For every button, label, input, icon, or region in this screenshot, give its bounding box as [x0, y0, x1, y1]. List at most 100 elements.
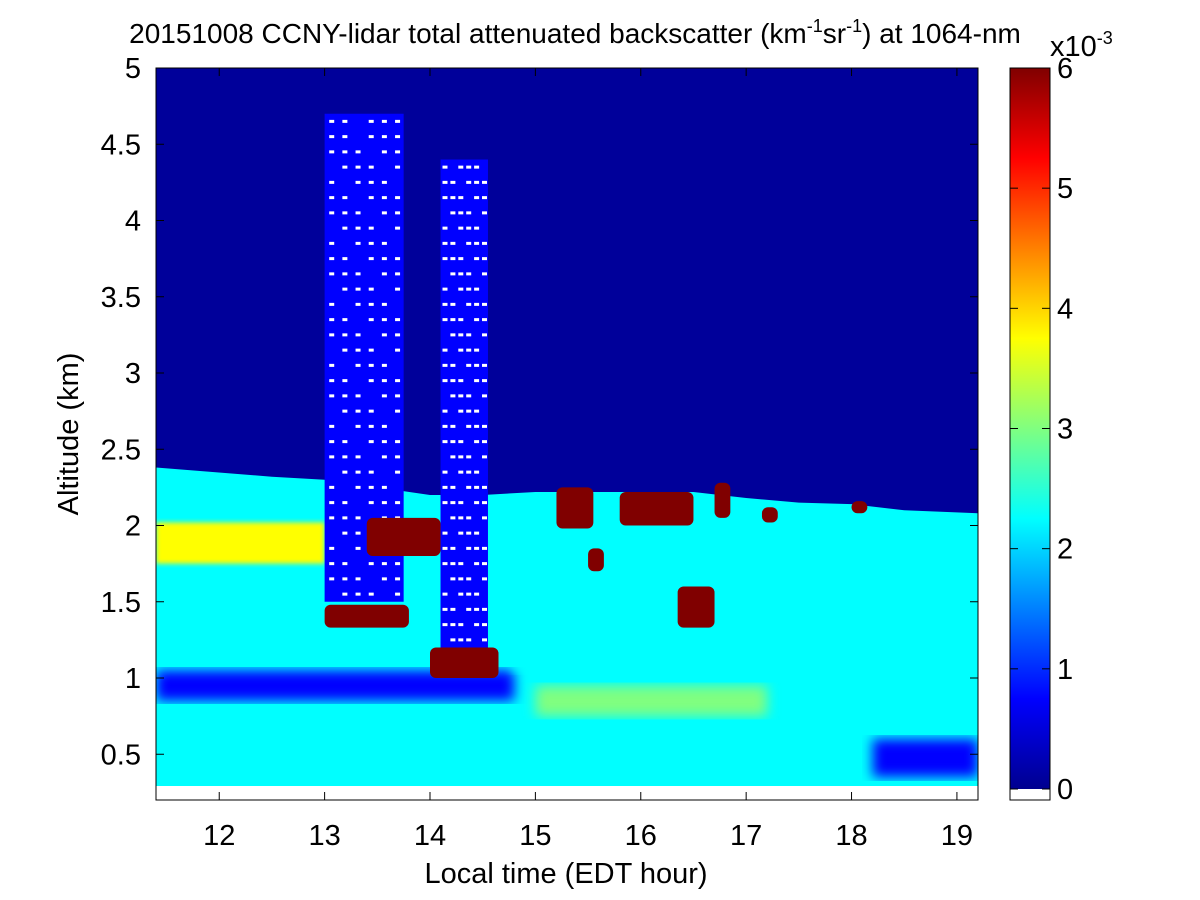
missing-speckle: [466, 409, 472, 413]
plot-area: [156, 68, 978, 786]
missing-speckle: [442, 607, 448, 611]
no-data-strip: [156, 786, 978, 800]
missing-speckle: [466, 485, 472, 489]
missing-speckle: [342, 333, 348, 337]
missing-speckle: [329, 516, 335, 520]
missing-speckle: [466, 180, 472, 184]
missing-speckle: [381, 424, 387, 428]
missing-speckle: [355, 348, 361, 352]
missing-speckle: [474, 485, 480, 489]
missing-speckle: [466, 394, 472, 398]
missing-speckle: [442, 379, 448, 383]
missing-speckle: [474, 531, 480, 535]
missing-speckle: [342, 455, 348, 459]
missing-speckle: [458, 531, 464, 535]
missing-speckle: [329, 150, 335, 154]
missing-speckle: [482, 562, 488, 566]
missing-speckle: [474, 363, 480, 367]
missing-speckle: [482, 241, 488, 245]
missing-speckle: [474, 226, 480, 230]
missing-speckle: [342, 379, 348, 383]
missing-speckle: [442, 470, 448, 474]
missing-speckle: [368, 318, 374, 322]
missing-speckle: [381, 211, 387, 215]
cloud-patch: [366, 517, 441, 556]
missing-speckle: [355, 546, 361, 550]
missing-speckle: [368, 409, 374, 413]
missing-speckle: [395, 119, 401, 123]
missing-speckle: [482, 455, 488, 459]
missing-speckle: [474, 546, 480, 550]
aerosol-band: [872, 739, 978, 778]
missing-speckle: [368, 363, 374, 367]
missing-speckle: [474, 409, 480, 413]
missing-speckle: [482, 623, 488, 627]
missing-speckle: [442, 348, 448, 352]
missing-speckle: [342, 135, 348, 139]
plot-frame: [155, 67, 979, 801]
cloud-patch: [851, 501, 868, 514]
missing-speckle: [395, 501, 401, 505]
missing-speckle: [466, 470, 472, 474]
missing-speckle: [466, 424, 472, 428]
cloud-patch: [714, 482, 731, 518]
y-tick-label: 3: [125, 358, 141, 390]
cloud-patch: [430, 647, 499, 678]
missing-speckle: [466, 348, 472, 352]
colorbar-frame: [1009, 67, 1051, 801]
missing-speckle: [450, 394, 456, 398]
missing-speckle: [458, 318, 464, 322]
missing-speckle: [482, 501, 488, 505]
missing-speckle: [474, 379, 480, 383]
colorbar-tick-label: 4: [1057, 293, 1073, 325]
missing-speckle: [395, 257, 401, 261]
missing-speckle: [395, 455, 401, 459]
missing-speckle: [368, 501, 374, 505]
missing-speckle: [474, 287, 480, 291]
missing-speckle: [482, 318, 488, 322]
missing-speckle: [342, 577, 348, 581]
missing-speckle: [368, 196, 374, 200]
missing-speckle: [395, 409, 401, 413]
missing-speckle: [482, 485, 488, 489]
missing-speckle: [450, 211, 456, 215]
missing-speckle: [342, 211, 348, 215]
colorbar-tick-label: 5: [1057, 173, 1073, 205]
missing-speckle: [466, 607, 472, 611]
missing-speckle: [442, 562, 448, 566]
missing-speckle: [355, 516, 361, 520]
missing-speckle: [395, 440, 401, 444]
missing-speckle: [395, 379, 401, 383]
missing-speckle: [368, 379, 374, 383]
missing-speckle: [466, 165, 472, 169]
missing-speckle: [381, 272, 387, 276]
missing-speckle: [329, 257, 335, 261]
missing-speckle: [450, 440, 456, 444]
missing-speckle: [474, 470, 480, 474]
missing-speckle: [466, 226, 472, 230]
missing-speckle: [458, 348, 464, 352]
x-tick-label: 14: [414, 820, 446, 852]
missing-speckle: [329, 501, 335, 505]
missing-speckle: [381, 394, 387, 398]
y-tick-label: 0.5: [101, 739, 141, 771]
missing-speckle: [482, 424, 488, 428]
missing-speckle: [355, 287, 361, 291]
missing-speckle: [329, 424, 335, 428]
missing-speckle: [482, 516, 488, 520]
missing-speckle: [342, 287, 348, 291]
y-tick-label: 3.5: [101, 282, 141, 314]
missing-speckle: [466, 211, 472, 215]
missing-speckle: [381, 196, 387, 200]
colorbar-ticks: 0 1 2 3 4 5 6: [1010, 53, 1073, 806]
missing-speckle: [342, 562, 348, 566]
missing-speckle: [355, 302, 361, 306]
missing-speckle: [355, 165, 361, 169]
x-tick-label: 15: [519, 820, 551, 852]
chart-title: 20151008 CCNY-lidar total attenuated bac…: [129, 16, 1021, 49]
missing-speckle: [355, 592, 361, 596]
y-tick-label: 1: [125, 663, 141, 695]
missing-speckle: [329, 546, 335, 550]
missing-speckle: [355, 394, 361, 398]
missing-speckle: [355, 363, 361, 367]
